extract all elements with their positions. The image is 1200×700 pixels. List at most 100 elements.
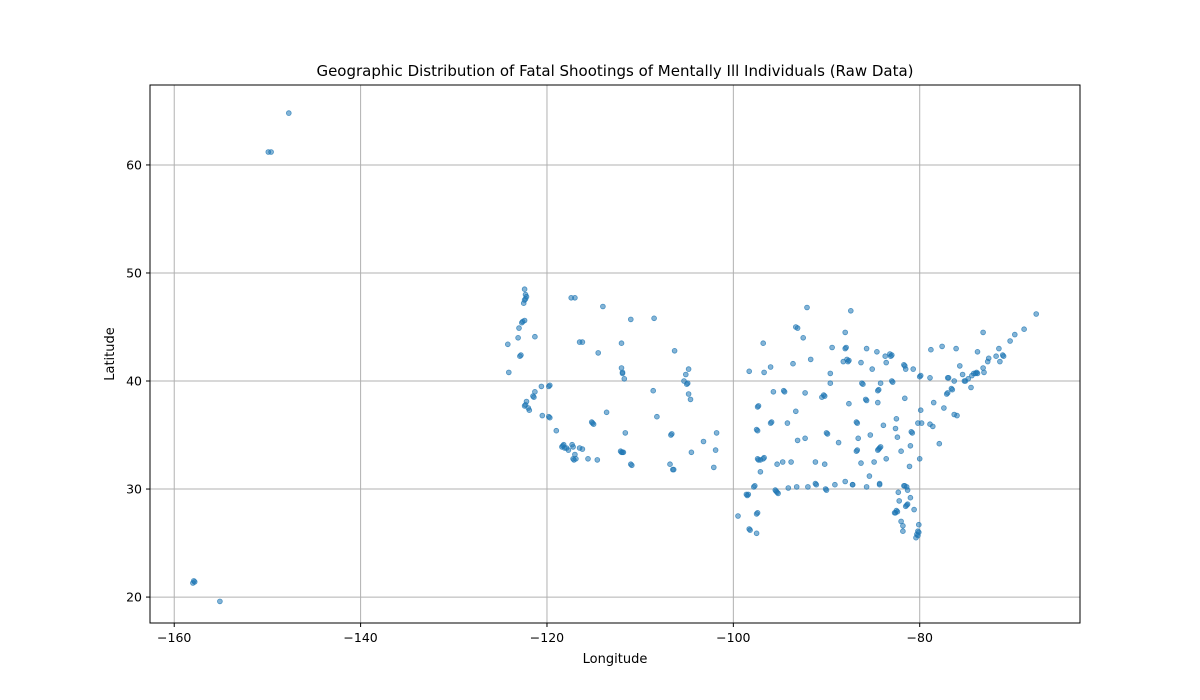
data-point [761, 369, 767, 376]
data-point [835, 439, 842, 446]
data-point [974, 348, 981, 355]
data-point [754, 404, 761, 410]
data-point [546, 414, 553, 421]
data-point [843, 344, 849, 351]
x-tick-label: −100 [716, 630, 750, 645]
data-point [191, 579, 198, 585]
data-point [532, 333, 538, 340]
data-point [823, 487, 830, 493]
data-point [985, 355, 992, 362]
data-point [930, 399, 937, 406]
data-point [917, 407, 924, 414]
data-point [1033, 311, 1039, 317]
data-point [802, 435, 808, 442]
data-point [900, 522, 906, 529]
data-point [858, 359, 864, 366]
data-point [682, 371, 689, 378]
data-point [539, 412, 546, 419]
data-point [710, 464, 717, 471]
data-point [863, 397, 870, 404]
data-point [515, 334, 521, 341]
data-point [627, 316, 634, 323]
data-points [190, 110, 1039, 605]
data-point [812, 459, 819, 465]
y-axis-label: Latitude [103, 327, 118, 381]
data-point [1007, 338, 1013, 344]
data-point [901, 395, 908, 402]
data-point [891, 509, 898, 516]
data-point [504, 341, 511, 348]
data-point [863, 484, 870, 490]
chart-title: Geographic Distribution of Fatal Shootin… [316, 62, 913, 80]
data-point [770, 388, 777, 395]
data-point [774, 461, 780, 468]
data-point [894, 434, 901, 441]
x-tick-label: −120 [530, 630, 564, 645]
plot-frame [149, 84, 1081, 624]
data-point [650, 387, 656, 394]
axis-ticks: −160 −140 −120 −100 −80 20 30 40 50 60 [126, 157, 933, 645]
data-point [767, 364, 774, 370]
data-point [840, 358, 847, 365]
data-point [794, 325, 801, 331]
data-point [685, 391, 692, 397]
data-point [936, 440, 943, 447]
data-point [792, 408, 799, 415]
data-point [757, 468, 764, 475]
data-point [785, 485, 792, 491]
data-point [951, 378, 957, 384]
data-point [753, 530, 760, 537]
data-point [532, 388, 538, 395]
data-point [969, 372, 975, 379]
data-point [880, 422, 887, 429]
data-point [700, 438, 707, 445]
data-point [949, 386, 956, 393]
data-point [927, 374, 933, 381]
data-point [781, 388, 788, 395]
data-point [522, 291, 529, 298]
grid-lines [150, 85, 1080, 623]
data-point [790, 360, 796, 367]
data-point [882, 353, 888, 360]
data-point [910, 366, 916, 372]
data-point [832, 481, 838, 488]
data-point [866, 473, 873, 479]
data-point [687, 396, 694, 403]
data-point [1021, 326, 1027, 333]
data-point [800, 334, 806, 341]
data-point [956, 363, 963, 369]
data-point [941, 405, 947, 411]
y-tick-label: 40 [126, 374, 142, 389]
data-point [883, 455, 889, 462]
data-point [627, 461, 634, 468]
data-point [805, 484, 811, 490]
y-tick-label: 60 [126, 157, 142, 172]
data-point [754, 427, 761, 434]
data-point [618, 340, 625, 347]
data-point [576, 339, 583, 345]
y-tick-label: 30 [126, 482, 142, 497]
data-point [846, 400, 852, 407]
data-point [877, 444, 884, 450]
data-point [842, 478, 848, 485]
data-point [902, 366, 909, 372]
data-point [754, 455, 761, 462]
data-point [860, 381, 866, 388]
data-point [681, 378, 687, 384]
x-tick-label: −80 [907, 630, 933, 645]
data-point [516, 325, 522, 331]
data-point [505, 369, 512, 376]
data-point [906, 463, 913, 470]
data-point [908, 428, 915, 435]
data-point [688, 449, 695, 456]
data-point [217, 598, 223, 605]
data-point [793, 484, 800, 490]
data-point [788, 459, 794, 465]
data-point [896, 498, 902, 504]
data-point [760, 340, 766, 347]
data-point [619, 370, 626, 377]
data-point [854, 420, 861, 426]
data-point [907, 442, 914, 449]
data-point [671, 347, 678, 354]
